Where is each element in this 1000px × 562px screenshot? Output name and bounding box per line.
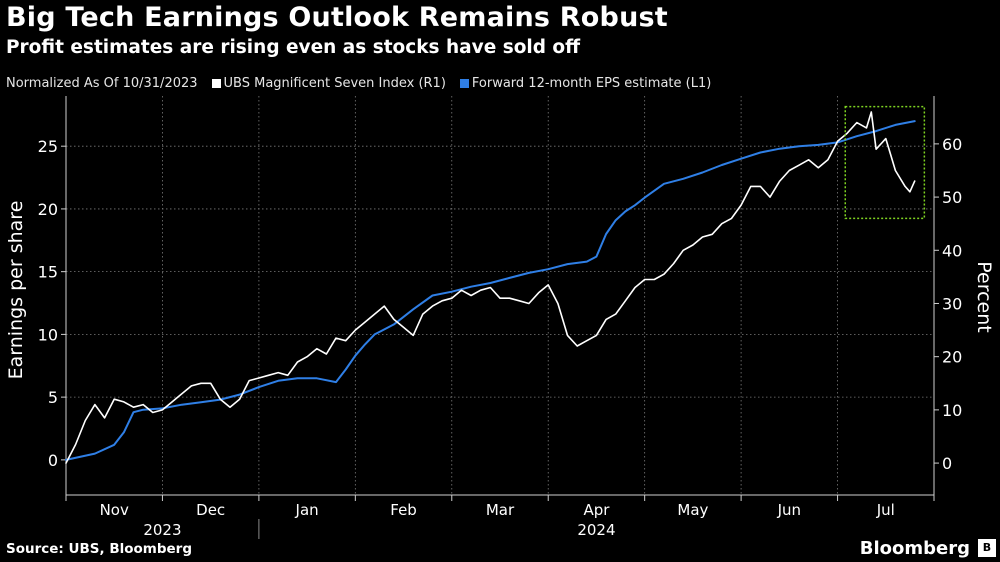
- source-note: Source: UBS, Bloomberg: [6, 541, 193, 557]
- right-tick-label: 30: [942, 294, 962, 313]
- left-tick-label: 20: [38, 200, 58, 219]
- month-label: May: [677, 501, 708, 519]
- month-label: Nov: [100, 501, 129, 519]
- eps-estimate-line: [65, 120, 916, 461]
- chart-title: Big Tech Earnings Outlook Remains Robust: [6, 2, 668, 33]
- right-axis-label: Percent: [973, 261, 995, 333]
- axes: [65, 96, 935, 501]
- x-axis-labels: Nov Dec Jan Feb Mar Apr May Jun Jul 2023 2024: [100, 501, 895, 539]
- year-label: 2024: [577, 521, 615, 539]
- mag7-index-line: [65, 111, 916, 464]
- right-tick-label: 60: [942, 135, 962, 154]
- left-tick-label: 0: [48, 451, 58, 470]
- highlight-box-group: [844, 105, 926, 220]
- left-tick-label: 5: [48, 388, 58, 407]
- legend-swatch-index: [211, 79, 221, 88]
- month-label: Dec: [196, 501, 225, 519]
- legend-label-eps: Forward 12-month EPS estimate (L1): [471, 76, 712, 91]
- right-tick-label: 40: [942, 241, 962, 260]
- legend-label-index: UBS Magnificent Seven Index (R1): [223, 76, 446, 91]
- month-label: Jan: [295, 501, 319, 519]
- year-label: 2023: [143, 521, 181, 539]
- bloomberg-logo: Bloomberg: [859, 538, 970, 559]
- left-axis-label: Earnings per share: [5, 201, 27, 380]
- month-label: Feb: [390, 501, 417, 519]
- highlight-box: [844, 105, 926, 220]
- right-tick-label: 0: [942, 454, 952, 473]
- left-tick-label: 25: [38, 137, 58, 156]
- left-tick-label: 10: [38, 325, 58, 344]
- month-label: Apr: [583, 501, 610, 519]
- chart-subtitle: Profit estimates are rising even as stoc…: [6, 37, 581, 58]
- month-label: Jul: [876, 501, 895, 519]
- series-lines: [65, 111, 916, 464]
- month-label: Mar: [486, 501, 515, 519]
- left-tick-label: 15: [38, 263, 58, 282]
- right-tick-label: 20: [942, 348, 962, 367]
- right-tick-label: 50: [942, 188, 962, 207]
- gridlines: [66, 96, 934, 495]
- right-axis-ticks: 0 10 20 30 40 50 60: [934, 135, 962, 473]
- month-label: Jun: [777, 501, 801, 519]
- left-axis-ticks: 0 5 10 15 20 25: [38, 137, 66, 470]
- legend-note: Normalized As Of 10/31/2023: [6, 76, 198, 91]
- legend-swatch-eps: [459, 79, 469, 88]
- right-tick-label: 10: [942, 401, 962, 420]
- legend: Normalized As Of 10/31/2023 UBS Magnific…: [6, 76, 711, 91]
- bloomberg-mark-icon: B: [978, 539, 996, 557]
